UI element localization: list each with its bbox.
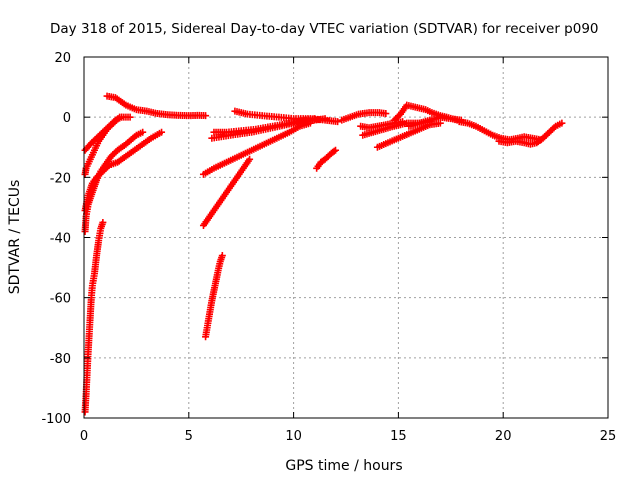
series-track-6 (103, 92, 210, 120)
series-track-20 (455, 118, 545, 144)
data-point (118, 113, 126, 121)
data-point (139, 128, 147, 136)
y-tick-label: 0 (63, 111, 71, 126)
data-points (81, 92, 566, 416)
data-point (330, 147, 338, 155)
data-point (202, 112, 210, 120)
series-track-13 (313, 146, 340, 172)
x-tick-label: 20 (495, 429, 512, 444)
series-track-21 (495, 119, 566, 148)
data-point (246, 155, 254, 163)
y-tick-label: -40 (50, 232, 71, 247)
data-point (158, 128, 166, 136)
y-tick-label: 20 (54, 51, 71, 66)
x-tick-label: 0 (80, 429, 88, 444)
y-tick-label: -80 (50, 352, 71, 367)
data-point (382, 110, 390, 118)
axis-ticks: 0 5 10 15 20 25 -100 -80 -60 -40 -20 0 20 (41, 51, 616, 444)
chart-title: Day 318 of 2015, Sidereal Day-to-day VTE… (50, 21, 599, 37)
y-tick-label: -60 (50, 292, 71, 307)
series-track-1 (81, 218, 107, 416)
x-axis-label: GPS time / hours (285, 458, 402, 474)
data-point (334, 118, 342, 126)
series-track-5 (81, 113, 126, 154)
series-track-3 (81, 128, 166, 214)
data-point (558, 119, 566, 127)
x-tick-label: 25 (600, 429, 617, 444)
data-point (218, 252, 226, 260)
series-track-14 (338, 109, 390, 124)
x-tick-label: 10 (285, 429, 302, 444)
x-tick-label: 15 (390, 429, 407, 444)
x-tick-label: 5 (185, 429, 193, 444)
series-track-9 (199, 119, 314, 178)
series-track-11 (208, 115, 329, 142)
y-tick-label: -100 (41, 412, 71, 427)
y-axis-label: SDTVAR / TECUs (7, 180, 23, 295)
grid-lines (84, 57, 608, 418)
series-track-8 (199, 155, 254, 229)
y-tick-label: -20 (50, 171, 71, 186)
data-point (332, 146, 340, 154)
data-point (436, 119, 444, 127)
series-track-12 (231, 107, 342, 126)
series-track-7 (202, 252, 226, 341)
data-point (99, 218, 107, 226)
data-point (126, 113, 134, 121)
